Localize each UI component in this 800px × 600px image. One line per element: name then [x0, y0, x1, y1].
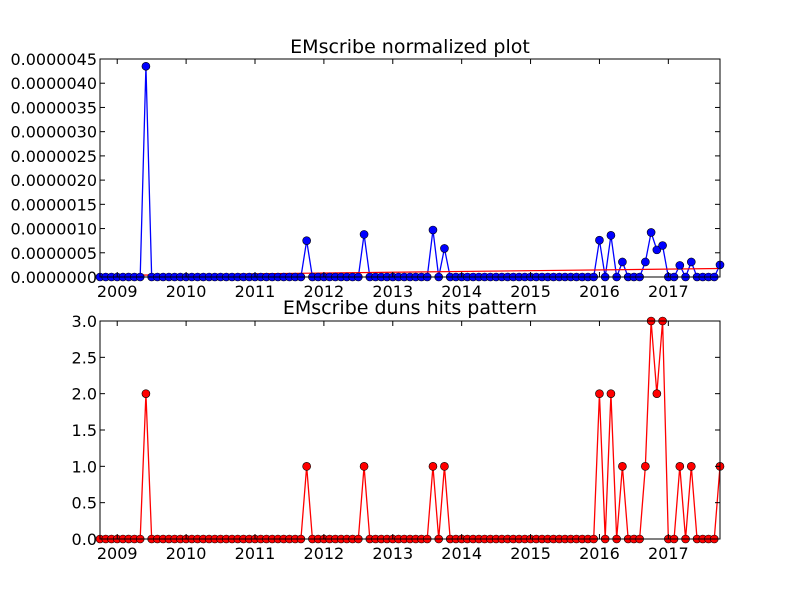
- data-point: [428, 462, 438, 471]
- x-tick-label: 2014: [441, 544, 482, 563]
- plot-frame: [99, 320, 721, 540]
- x-tick-label: 2012: [304, 544, 345, 563]
- x-tick-label: 2013: [372, 282, 413, 301]
- y-tick-label: 0.0000040: [10, 74, 97, 93]
- data-point: [141, 61, 151, 71]
- y-tick-label: 0.0: [72, 530, 97, 549]
- x-tick-label: 2010: [166, 544, 207, 563]
- y-tick-label: 1.0: [72, 457, 97, 476]
- y-tick-label: 2.0: [72, 385, 97, 404]
- data-point: [641, 257, 650, 267]
- data-point: [440, 244, 449, 253]
- series-line: [100, 66, 721, 279]
- data-point: [658, 241, 667, 250]
- data-point: [359, 462, 369, 471]
- series-line: [100, 320, 721, 540]
- data-point: [686, 462, 696, 471]
- data-point: [302, 236, 311, 245]
- y-tick-label: 2.5: [72, 348, 97, 367]
- y-tick-label: 1.5: [72, 421, 97, 440]
- data-point: [675, 462, 685, 471]
- y-tick-label: 0.0000010: [10, 220, 97, 239]
- data-point: [652, 389, 662, 398]
- data-point: [302, 462, 311, 471]
- x-tick-label: 2011: [235, 544, 276, 563]
- normalized-plot-panel: EMscribe normalized plot 0.0000000 0.0000…: [10, 36, 725, 301]
- y-tick-label: 3.0: [72, 312, 97, 331]
- data-point: [595, 235, 604, 245]
- x-tick-label: 2014: [441, 282, 482, 301]
- data-point: [428, 225, 438, 235]
- data-point: [618, 462, 627, 471]
- y-tick-label: 0.0000000: [10, 268, 97, 287]
- y-tick-label: 0.0000015: [10, 195, 97, 214]
- x-tick-label: 2009: [97, 544, 138, 563]
- chart-title: EMscribe normalized plot: [290, 36, 530, 58]
- plot-frame: [99, 58, 721, 278]
- data-point: [606, 231, 616, 240]
- x-tick-label: 2017: [648, 282, 689, 301]
- data-point: [440, 462, 449, 471]
- data-point: [641, 462, 650, 471]
- y-tick-label: 0.0000025: [10, 147, 97, 166]
- y-tick-label: 0.0000020: [10, 171, 97, 190]
- x-tick-label: 2016: [579, 282, 620, 301]
- data-point: [606, 389, 616, 398]
- y-tick-label: 0.0000035: [10, 98, 97, 117]
- duns-hits-panel: EMscribe duns hits pattern 0.0 0.5 1.0 1.5 2…: [72, 297, 725, 563]
- data-point: [652, 245, 662, 255]
- x-tick-label: 2015: [510, 544, 551, 563]
- data-point: [618, 257, 627, 267]
- y-tick-label: 0.5: [72, 494, 97, 513]
- data-point: [686, 257, 696, 267]
- y-tick-label: 0.0000005: [10, 244, 97, 263]
- y-tick-label: 0.0000045: [10, 50, 97, 69]
- x-tick-label: 2012: [304, 282, 345, 301]
- x-tick-label: 2013: [372, 544, 413, 563]
- data-point: [595, 389, 604, 398]
- x-tick-label: 2015: [510, 282, 551, 301]
- data-point: [141, 389, 151, 398]
- chart-title: EMscribe duns hits pattern: [283, 297, 537, 319]
- x-tick-label: 2016: [579, 544, 620, 563]
- y-tick-label: 0.0000030: [10, 123, 97, 142]
- x-tick-label: 2010: [166, 282, 207, 301]
- data-point: [675, 261, 685, 270]
- x-tick-label: 2017: [648, 544, 689, 563]
- x-tick-label: 2011: [235, 282, 276, 301]
- x-tick-label: 2009: [97, 282, 138, 301]
- data-point: [646, 228, 656, 237]
- data-point: [359, 230, 369, 239]
